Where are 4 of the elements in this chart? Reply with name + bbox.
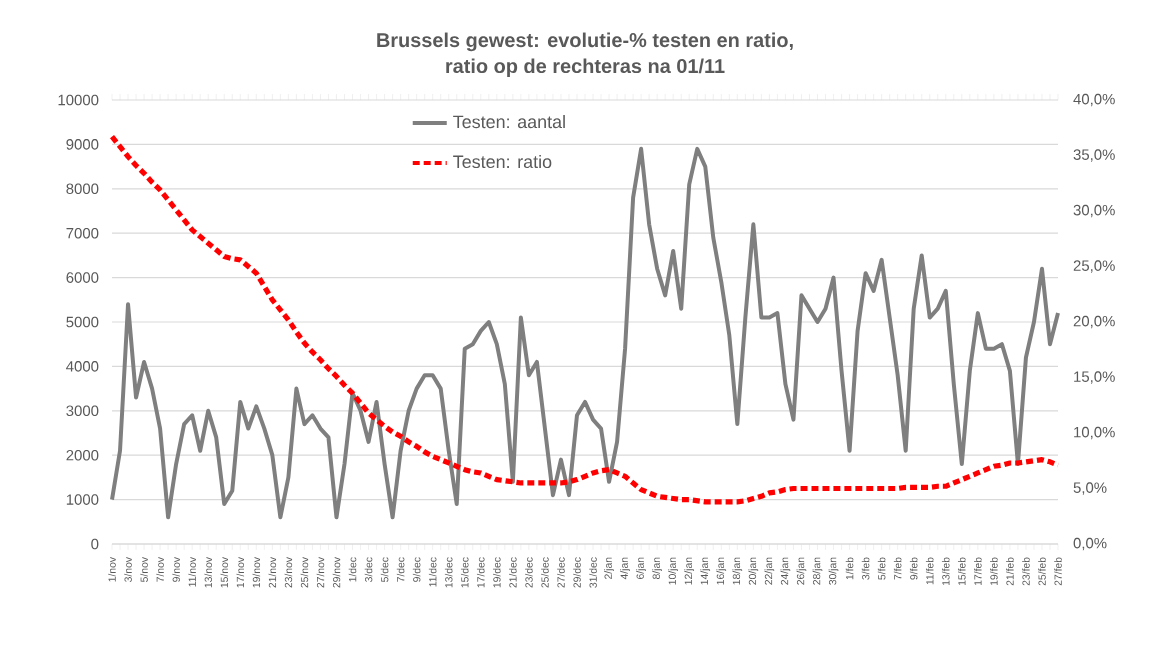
legend-label: Testen: aantal: [453, 115, 565, 129]
chart-subtitle: ratio op de rechteras na 01/11: [446, 58, 725, 77]
chart-title: Brussels gewest: evolutie-% testen en ratio,: [377, 32, 793, 52]
legend-label: Testen: ratio: [453, 154, 552, 169]
